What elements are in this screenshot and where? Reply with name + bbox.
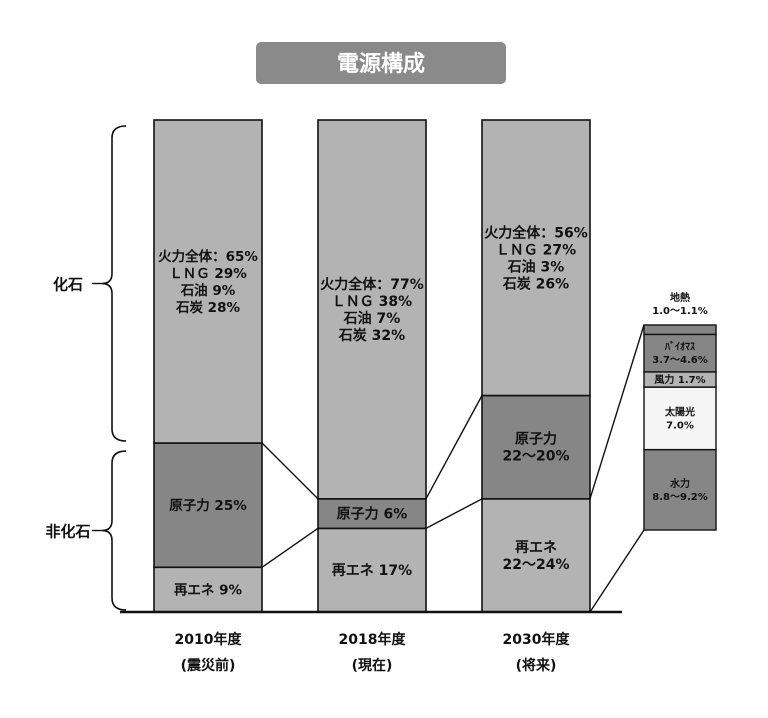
group-label-0: 化石 xyxy=(53,276,83,294)
chart-title: 電源構成 xyxy=(256,42,506,84)
breakdown-hydro-label-line-0: 水力 xyxy=(669,477,690,490)
breakdown-biomass-label-line-0: ﾊﾞｲｵﾏｽ xyxy=(664,340,695,353)
bar-1-fossil-label-line-0: 火力全体：77% xyxy=(320,276,424,293)
breakdown-solar-label-line-0: 太陽光 xyxy=(664,405,695,418)
bar-1-fossil-label-line-3: 石炭 32% xyxy=(338,327,405,344)
bar-1-fossil-label-line-1: ＬＮＧ 38% xyxy=(332,294,412,310)
breakdown-callout-line-1: 1.0～1.1% xyxy=(652,306,707,317)
bar-0-nuclear-label-line-0: 原子力 25% xyxy=(169,497,247,514)
bar-1-renewable-segment xyxy=(317,527,427,613)
bar-2-nuclear-label-line-0: 原子力 xyxy=(515,431,557,448)
bar-0-fossil-segment xyxy=(153,119,263,444)
group-label-1: 非化石 xyxy=(45,523,90,541)
bar-2-renewable-label-line-1: 22～24% xyxy=(503,557,570,573)
bar-2-fossil-label-line-1: ＬＮＧ 27% xyxy=(496,242,576,258)
bar-0-renewable-label-line-0: 再エネ 9% xyxy=(174,582,243,598)
connector-1-1 xyxy=(425,395,483,500)
bar-0-nuclear-segment xyxy=(153,442,263,569)
connector-1-0 xyxy=(425,498,483,529)
group-brace-0 xyxy=(101,125,127,442)
bar-1-fossil-label-line-2: 石油 7% xyxy=(343,310,401,327)
bar-0-fossil-label-line-2: 石油 9% xyxy=(180,282,236,299)
bar-1-nuclear-label-line-0: 原子力 6% xyxy=(337,506,408,523)
bar-2-renewable-label-line-0: 再エネ xyxy=(515,540,557,556)
bar-0-fossil-label-line-3: 石炭 28% xyxy=(175,299,240,316)
bar-0-fossil-label-line-0: 火力全体：65% xyxy=(158,248,258,265)
bar-2-fossil-label-line-0: 火力全体：56% xyxy=(484,224,588,241)
breakdown-connector-top xyxy=(589,324,645,500)
chart-marks: 再エネ 9% 原子力 25% 火力全体：65%ＬＮＧ 29%石油 9%石炭 28% 再… xyxy=(45,119,717,674)
x-tick-note-2: (将来) xyxy=(516,657,557,674)
connector-0-1 xyxy=(261,442,319,500)
chart-title-box xyxy=(256,42,506,84)
x-tick-note-0: (震災前) xyxy=(181,657,236,674)
connector-0-0 xyxy=(261,527,319,568)
x-tick-label-0: 2010年度 xyxy=(175,631,243,648)
breakdown-hydro-label-line-1: 8.8～9.2% xyxy=(652,492,707,503)
breakdown-solar-label-line-1: 7.0% xyxy=(666,420,694,431)
breakdown-solar-segment xyxy=(643,386,717,451)
breakdown-biomass-label-line-1: 3.7～4.6% xyxy=(652,355,707,366)
bar-0-fossil-label-line-1: ＬＮＧ 29% xyxy=(169,266,247,282)
bar-2-renewable-segment xyxy=(481,498,591,613)
x-tick-label-1: 2018年度 xyxy=(339,631,407,648)
group-brace-1 xyxy=(101,450,127,611)
breakdown-callout-line-0: 地熱 xyxy=(670,291,690,304)
breakdown-geothermal-segment xyxy=(643,324,717,336)
bar-2-fossil-segment xyxy=(481,119,591,397)
bar-2-fossil-label-line-2: 石油 3% xyxy=(507,258,565,275)
breakdown-wind-label-line-0: 風力 1.7% xyxy=(654,373,705,386)
bar-2-nuclear-label-line-1: 22～20% xyxy=(503,449,570,465)
bar-2-fossil-label-line-3: 石炭 26% xyxy=(502,275,569,292)
chart-title-text: 電源構成 xyxy=(337,51,425,77)
breakdown-connector-bottom xyxy=(589,529,645,613)
bar-1-fossil-segment xyxy=(317,119,427,500)
breakdown-hydro-segment xyxy=(643,448,717,531)
x-tick-label-2: 2030年度 xyxy=(503,631,571,648)
x-tick-note-1: (現在) xyxy=(352,657,393,674)
bar-1-renewable-label-line-0: 再エネ 17% xyxy=(332,563,412,579)
bar-2-nuclear-segment xyxy=(481,394,591,500)
breakdown-biomass-segment xyxy=(643,333,717,373)
